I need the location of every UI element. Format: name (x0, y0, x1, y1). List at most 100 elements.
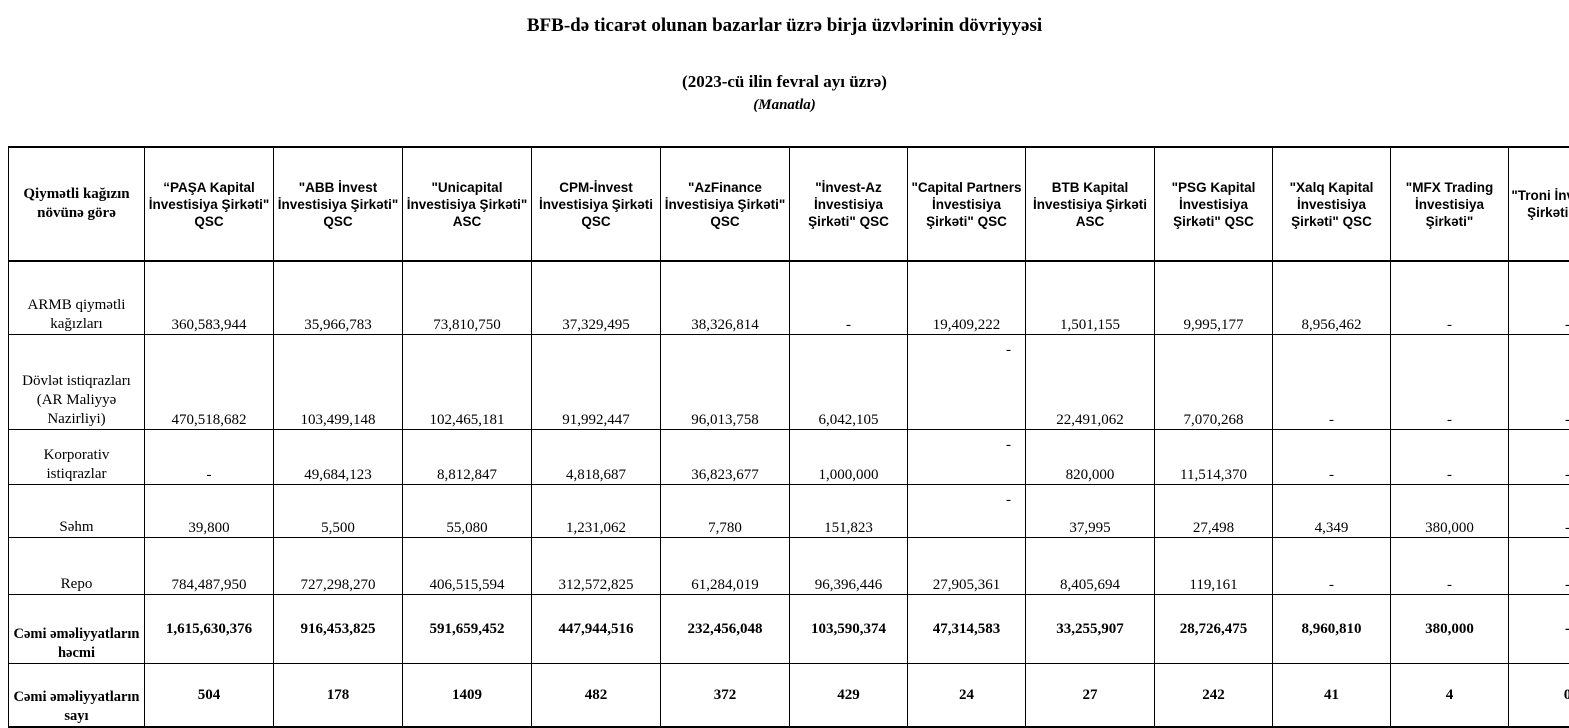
cell: 8,812,847 (403, 430, 532, 485)
cell: 727,298,270 (274, 538, 403, 595)
cell: - (1391, 538, 1509, 595)
cell: - (1509, 595, 1569, 664)
table-header: Qiymətli kağızın növünə görə “PAŞA Kapit… (9, 147, 1569, 261)
column-header-row-label: Qiymətli kağızın növünə görə (9, 147, 145, 261)
cell: 38,326,814 (661, 261, 790, 335)
cell: 784,487,950 (145, 538, 274, 595)
cell: 119,161 (1155, 538, 1273, 595)
cell: 36,823,677 (661, 430, 790, 485)
cell: 1,615,630,376 (145, 595, 274, 664)
cell: 1,000,000 (790, 430, 908, 485)
column-header-xalq: "Xalq Kapital İnvestisiya Şirkəti" QSC (1273, 147, 1391, 261)
cell: 504 (145, 664, 274, 728)
page-title: BFB-də ticarət olunan bazarlar üzrə birj… (0, 14, 1569, 38)
row-label: Cəmi əməliyyatların həcmi (9, 595, 145, 664)
row-label: Repo (9, 538, 145, 595)
row-label: Dövlət istiqrazları (AR Maliyyə Nazirliy… (9, 335, 145, 430)
cell: 27,498 (1155, 485, 1273, 538)
table-row: Dövlət istiqrazları (AR Maliyyə Nazirliy… (9, 335, 1569, 430)
turnover-table-container: Qiymətli kağızın növünə görə “PAŞA Kapit… (8, 146, 1561, 728)
cell: 312,572,825 (532, 538, 661, 595)
row-label: Korporativ istiqrazlar (9, 430, 145, 485)
cell: 35,966,783 (274, 261, 403, 335)
cell: - (1391, 335, 1509, 430)
column-header-pasa: “PAŞA Kapital İnvestisiya Şirkəti" QSC (145, 147, 274, 261)
cell: 5,500 (274, 485, 403, 538)
cell: - (1509, 430, 1569, 485)
cell: 360,583,944 (145, 261, 274, 335)
cell: 27,905,361 (908, 538, 1026, 595)
cell: 47,314,583 (908, 595, 1026, 664)
cell: 4,349 (1273, 485, 1391, 538)
cell: - (1509, 335, 1569, 430)
cell: 429 (790, 664, 908, 728)
cell: - (1391, 261, 1509, 335)
total-volume-row: Cəmi əməliyyatların həcmi 1,615,630,376 … (9, 595, 1569, 664)
row-label: ARMB qiymətli kağızları (9, 261, 145, 335)
column-header-mfx: "MFX Trading İnvestisiya Şirkəti" (1391, 147, 1509, 261)
cell: 4,818,687 (532, 430, 661, 485)
row-label: Cəmi əməliyyatların sayı (9, 664, 145, 728)
table-body: ARMB qiymətli kağızları 360,583,944 35,9… (9, 261, 1569, 727)
cell: 6,042,105 (790, 335, 908, 430)
cell: - (1273, 538, 1391, 595)
cell: - (1509, 485, 1569, 538)
cell: 61,284,019 (661, 538, 790, 595)
cell: 380,000 (1391, 485, 1509, 538)
title-block: BFB-də ticarət olunan bazarlar üzrə birj… (0, 0, 1569, 115)
column-header-unicapital: "Unicapital İnvestisiya Şirkəti" ASC (403, 147, 532, 261)
cell: 372 (661, 664, 790, 728)
column-header-psg: "PSG Kapital İnvestisiya Şirkəti" QSC (1155, 147, 1273, 261)
cell: 447,944,516 (532, 595, 661, 664)
column-header-abb: "ABB İnvest İnvestisiya Şirkəti" QSC (274, 147, 403, 261)
cell: 103,590,374 (790, 595, 908, 664)
table-row: Korporativ istiqrazlar - 49,684,123 8,81… (9, 430, 1569, 485)
column-header-azfinance: "AzFinance İnvestisiya Şirkəti" QSC (661, 147, 790, 261)
column-header-btb: BTB Kapital İnvestisiya Şirkəti ASC (1026, 147, 1155, 261)
cell: 55,080 (403, 485, 532, 538)
cell: 22,491,062 (1026, 335, 1155, 430)
cell: 380,000 (1391, 595, 1509, 664)
cell: - (908, 485, 1026, 538)
cell: 1,231,062 (532, 485, 661, 538)
cell: 482 (532, 664, 661, 728)
table-row: Repo 784,487,950 727,298,270 406,515,594… (9, 538, 1569, 595)
cell: 406,515,594 (403, 538, 532, 595)
cell: 41 (1273, 664, 1391, 728)
cell: 9,995,177 (1155, 261, 1273, 335)
cell: 151,823 (790, 485, 908, 538)
cell: 1,501,155 (1026, 261, 1155, 335)
cell: - (790, 261, 908, 335)
cell: 242 (1155, 664, 1273, 728)
cell: 916,453,825 (274, 595, 403, 664)
cell: 39,800 (145, 485, 274, 538)
cell: 96,013,758 (661, 335, 790, 430)
cell: 591,659,452 (403, 595, 532, 664)
row-label: Səhm (9, 485, 145, 538)
cell: - (908, 335, 1026, 430)
total-count-row: Cəmi əməliyyatların sayı 504 178 1409 48… (9, 664, 1569, 728)
cell: 11,514,370 (1155, 430, 1273, 485)
cell: 7,070,268 (1155, 335, 1273, 430)
cell: 27 (1026, 664, 1155, 728)
table-row: ARMB qiymətli kağızları 360,583,944 35,9… (9, 261, 1569, 335)
cell: 232,456,048 (661, 595, 790, 664)
turnover-table: Qiymətli kağızın növünə görə “PAŞA Kapit… (8, 146, 1569, 728)
column-header-cpm: CPM-İnvest İnvestisiya Şirkəti QSC (532, 147, 661, 261)
cell: 178 (274, 664, 403, 728)
cell: - (1273, 430, 1391, 485)
cell: 8,960,810 (1273, 595, 1391, 664)
cell: - (1391, 430, 1509, 485)
cell: 91,992,447 (532, 335, 661, 430)
cell: 19,409,222 (908, 261, 1026, 335)
cell: 0 (1509, 664, 1569, 728)
cell: 820,000 (1026, 430, 1155, 485)
cell: 8,405,694 (1026, 538, 1155, 595)
cell: - (145, 430, 274, 485)
cell: 96,396,446 (790, 538, 908, 595)
page-subtitle: (2023-cü ilin fevral ayı üzrə) (0, 71, 1569, 93)
cell: - (1509, 538, 1569, 595)
cell: 24 (908, 664, 1026, 728)
cell: 102,465,181 (403, 335, 532, 430)
